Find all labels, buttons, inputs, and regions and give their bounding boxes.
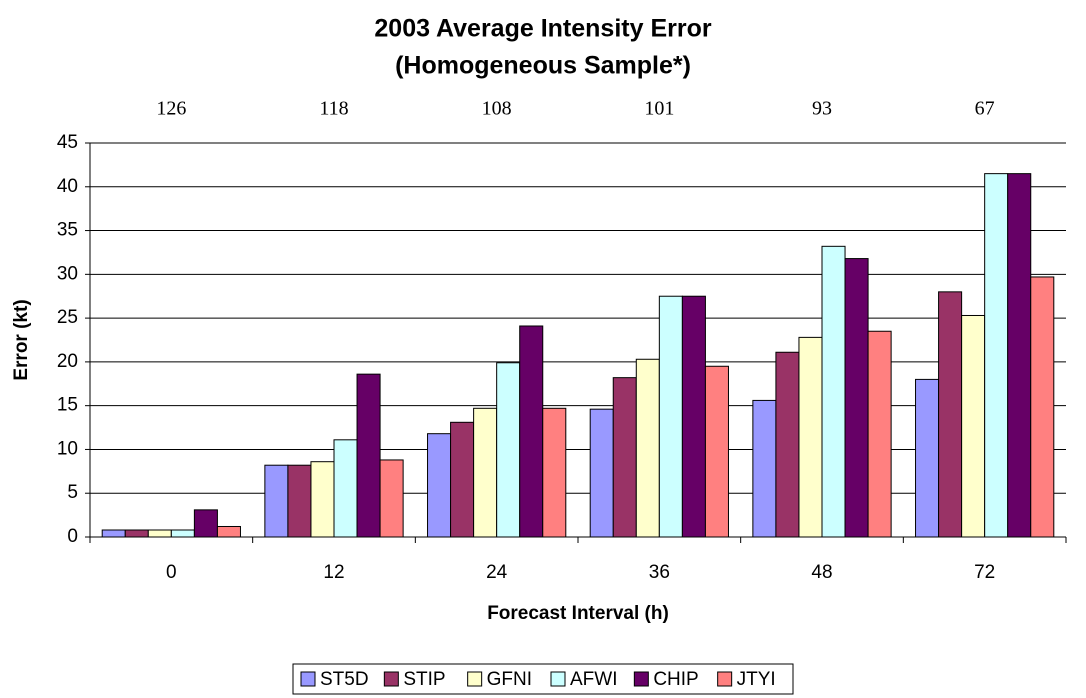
bar xyxy=(915,378,940,538)
chart-subtitle: (Homogeneous Sample*) xyxy=(395,52,691,80)
bar xyxy=(101,529,126,538)
legend-swatch xyxy=(467,671,483,687)
bar xyxy=(938,291,963,538)
bar xyxy=(775,351,800,538)
bar xyxy=(844,258,869,538)
y-tick-label: 15 xyxy=(57,395,78,416)
bar xyxy=(333,439,358,538)
bar xyxy=(496,362,521,538)
bar xyxy=(704,365,729,538)
y-tick-label: 45 xyxy=(57,132,78,153)
sample-count: 67 xyxy=(975,98,995,120)
sample-count: 118 xyxy=(319,98,348,120)
y-axis-label: Error (kt) xyxy=(11,299,32,380)
legend-label: JTYI xyxy=(737,669,776,690)
legend-label: AFWI xyxy=(570,669,618,690)
x-tick-label: 48 xyxy=(811,562,832,583)
y-tick-label: 30 xyxy=(57,263,78,284)
bar xyxy=(752,399,777,538)
bar xyxy=(635,358,660,538)
bar xyxy=(984,173,1009,538)
bar xyxy=(1030,276,1055,538)
bar xyxy=(798,336,823,538)
bar xyxy=(193,509,218,538)
bar xyxy=(519,325,544,538)
bar xyxy=(356,373,381,538)
y-tick-label: 40 xyxy=(57,176,78,197)
bar xyxy=(473,407,498,538)
bar xyxy=(147,529,172,538)
sample-count: 126 xyxy=(156,98,186,120)
bar xyxy=(216,525,241,538)
bar xyxy=(681,295,706,538)
x-tick-label: 36 xyxy=(649,562,670,583)
legend-label: GFNI xyxy=(487,669,532,690)
x-tick-label: 12 xyxy=(323,562,344,583)
legend-swatch xyxy=(717,671,733,687)
y-tick-label: 10 xyxy=(57,438,78,459)
sample-count: 93 xyxy=(812,98,832,120)
x-tick-label: 24 xyxy=(486,562,508,583)
bar xyxy=(450,421,475,538)
bar xyxy=(821,245,846,538)
legend-swatch xyxy=(550,671,566,687)
y-tick-label: 5 xyxy=(67,482,78,503)
chart-title: 2003 Average Intensity Error xyxy=(374,15,711,43)
bar xyxy=(867,330,892,538)
bar xyxy=(170,529,195,538)
x-tick-label: 72 xyxy=(974,562,995,583)
x-tick-label: 0 xyxy=(166,562,177,583)
legend-label: STIP xyxy=(403,669,445,690)
sample-count: 108 xyxy=(482,98,512,120)
bar xyxy=(612,377,637,538)
bar xyxy=(287,464,312,538)
bar xyxy=(379,459,404,538)
legend-swatch xyxy=(300,671,316,687)
x-axis-label: Forecast Interval (h) xyxy=(487,603,669,624)
bar xyxy=(427,433,452,538)
bar xyxy=(961,314,986,538)
y-tick-label: 25 xyxy=(57,307,78,328)
bar xyxy=(1007,173,1032,538)
bar xyxy=(589,408,614,538)
legend-label: CHIP xyxy=(653,669,698,690)
y-tick-label: 20 xyxy=(57,351,78,372)
bar xyxy=(264,464,289,538)
bar xyxy=(542,407,567,538)
legend-swatch xyxy=(633,671,649,687)
sample-count: 101 xyxy=(644,98,674,120)
legend-label: ST5D xyxy=(320,669,369,690)
legend-swatch xyxy=(383,671,399,687)
bar xyxy=(658,295,683,538)
bar xyxy=(124,529,149,538)
y-tick-label: 35 xyxy=(57,220,78,241)
legend-box xyxy=(292,663,794,695)
bar xyxy=(310,461,335,538)
y-tick-label: 0 xyxy=(67,526,78,547)
